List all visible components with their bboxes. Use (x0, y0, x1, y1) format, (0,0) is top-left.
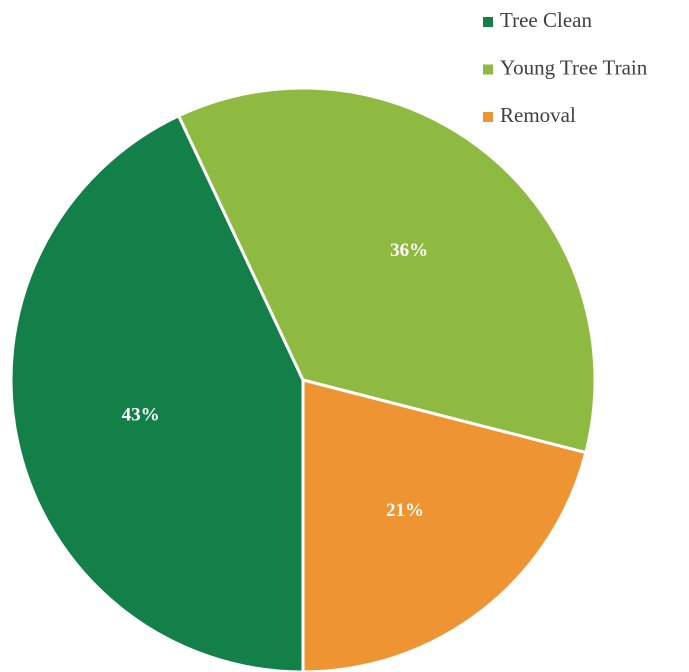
legend-swatch (483, 112, 493, 122)
pie-slice (301, 378, 588, 672)
legend-swatch (483, 17, 493, 27)
legend-swatch (483, 64, 493, 75)
pie-slice (9, 113, 305, 672)
slice-label: 43% (122, 405, 160, 426)
legend-text: Tree Clean (500, 8, 592, 32)
slice-label: 36% (390, 240, 428, 261)
pie-slice (176, 86, 597, 455)
legend-text: Removal (500, 103, 576, 127)
legend-text: Young Tree Train (500, 55, 648, 79)
slice-label: 21% (386, 500, 424, 521)
